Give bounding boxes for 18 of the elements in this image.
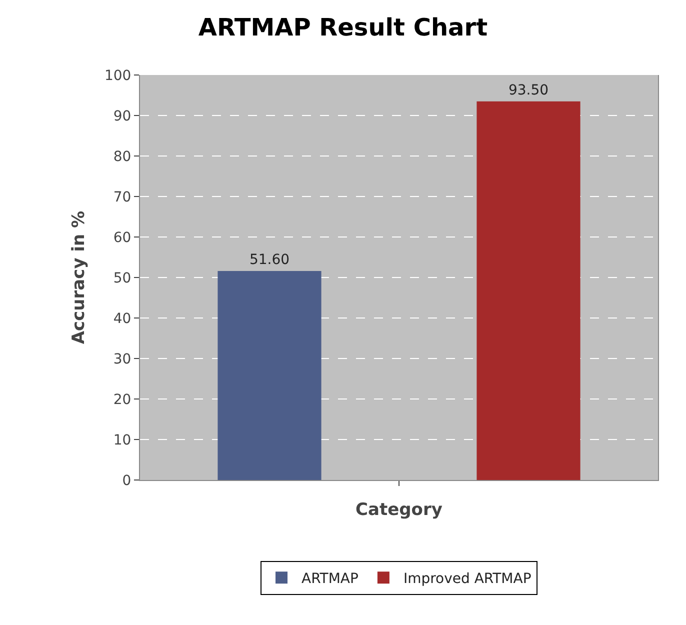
y-tick-label: 60 [113, 230, 132, 246]
y-tick-label: 10 [113, 432, 132, 448]
y-tick-label: 50 [113, 270, 132, 286]
y-tick-label: 80 [113, 148, 132, 165]
y-axis-title: Accuracy in % [69, 210, 90, 344]
data-label: 51.60 [249, 252, 290, 268]
y-tick-label: 90 [113, 108, 132, 124]
y-tick-label: 0 [122, 472, 132, 489]
legend-label: Improved ARTMAP [403, 571, 532, 588]
legend-label: ARTMAP [302, 571, 358, 588]
y-tick-label: 70 [113, 189, 132, 206]
y-tick-label: 100 [104, 68, 132, 84]
y-tick-label: 40 [113, 310, 132, 327]
y-tick-label: 20 [113, 392, 132, 408]
data-label: 93.50 [508, 82, 549, 98]
y-tick-label: 30 [113, 351, 132, 368]
x-axis-title: Category [356, 500, 442, 520]
chart-title: ARTMAP Result Chart [198, 14, 488, 42]
